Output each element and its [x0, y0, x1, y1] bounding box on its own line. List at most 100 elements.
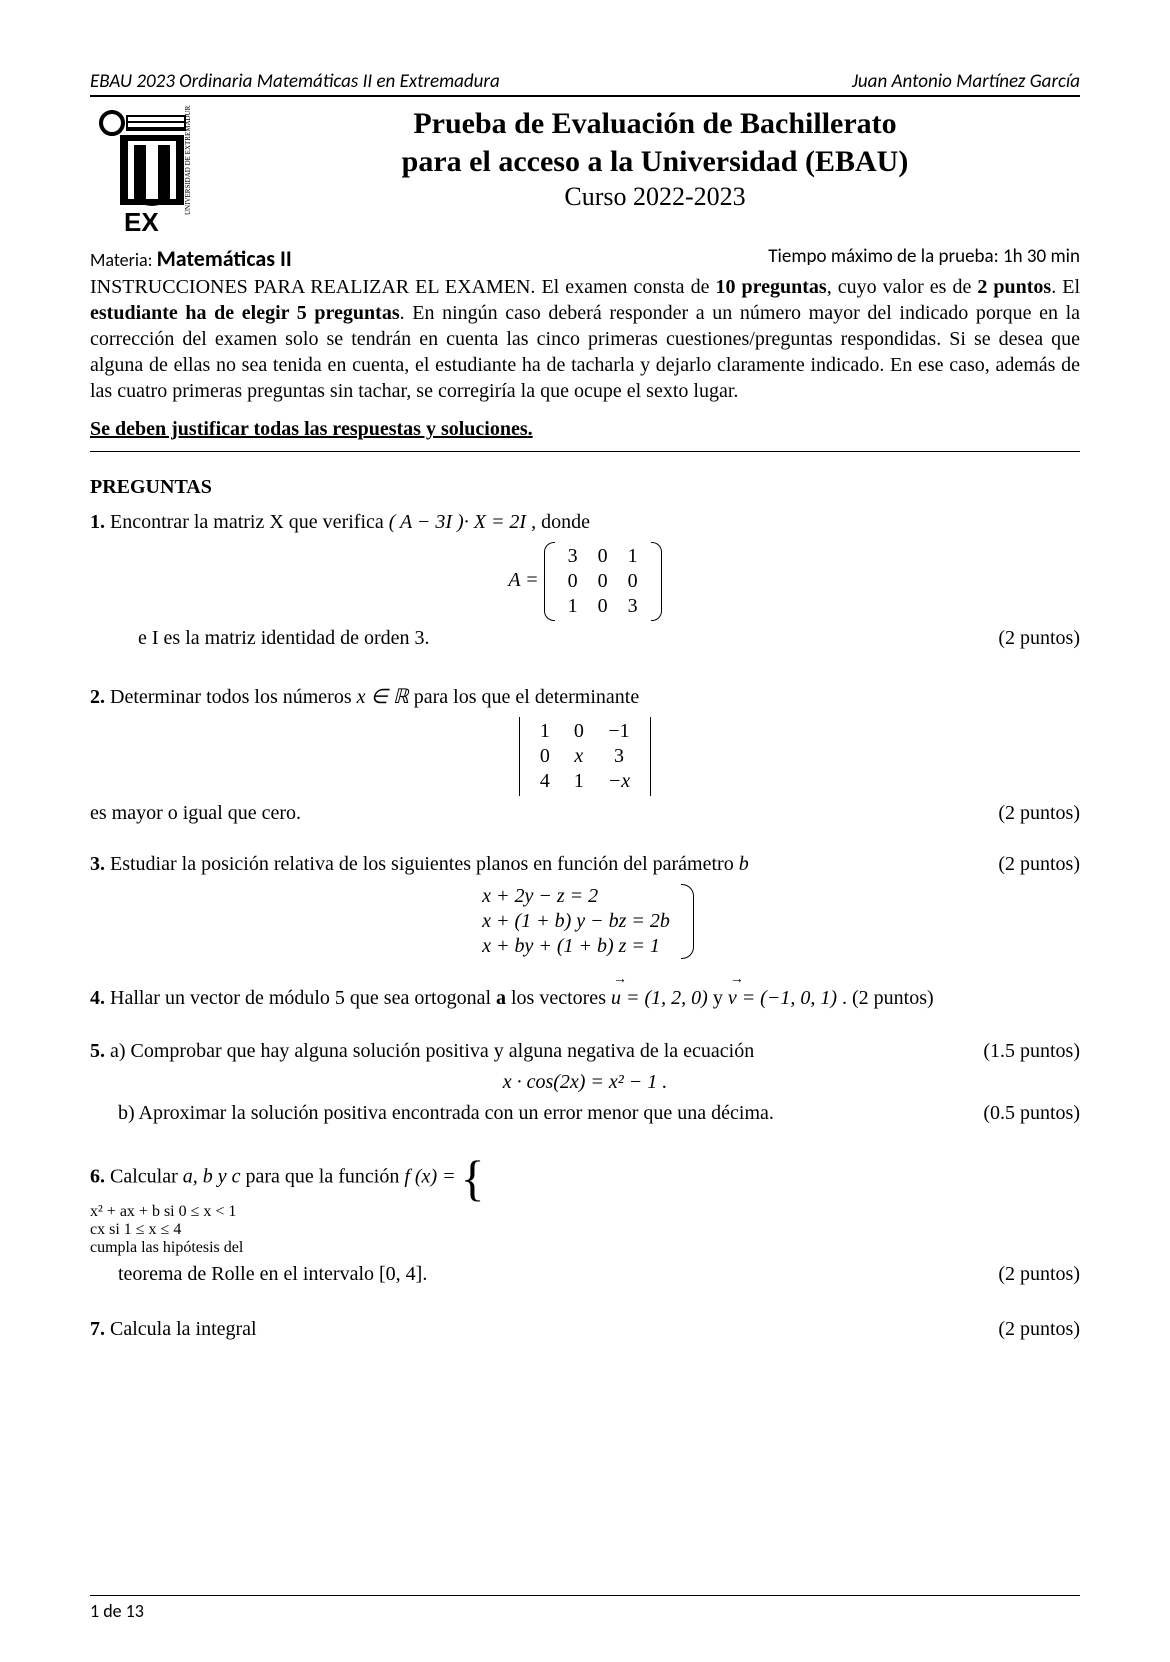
q1-A-label: A =	[508, 569, 538, 591]
q1-text-b: , donde	[526, 511, 590, 533]
m-cell: 3	[618, 594, 648, 619]
sys-row: x + (1 + b) y − bz = 2b	[476, 909, 676, 934]
q5-a-label: a) Comprobar que hay alguna solución pos…	[105, 1040, 754, 1062]
question-1: 1. Encontrar la matriz X que verifica ( …	[90, 509, 1080, 536]
instr-m2: . El	[1051, 276, 1080, 298]
q6-points: (2 puntos)	[968, 1263, 1080, 1286]
q3-system: x + 2y − z = 2 x + (1 + b) y − bz = 2b x…	[90, 884, 1080, 959]
question-4: 4. Hallar un vector de módulo 5 que sea …	[90, 985, 1080, 1012]
d-cell: 1	[528, 719, 562, 744]
instr-b1: 10 preguntas	[715, 276, 826, 298]
question-5b: b) Aproximar la solución positiva encont…	[90, 1100, 1080, 1127]
meta-row: Materia: Matemáticas II Tiempo máximo de…	[90, 245, 1080, 272]
q5-num: 5.	[90, 1040, 105, 1062]
q6-text-b: para que la función	[241, 1166, 405, 1188]
justify-text: Se deben justificar todas las respuestas…	[90, 418, 528, 440]
q4-and: y	[708, 987, 728, 1009]
materia: Materia: Matemáticas II	[90, 245, 292, 272]
q2-text-c: es mayor o igual que cero.	[90, 802, 968, 825]
instr-lead: INSTRUCCIONES PARA REALIZAR EL EXAMEN. E…	[90, 276, 715, 298]
m-cell: 0	[588, 569, 618, 594]
instr-b3: estudiante ha de elegir 5 preguntas	[90, 302, 400, 324]
svg-text:UNIVERSIDAD DE EXTREMADURA: UNIVERSIDAD DE EXTREMADURA	[184, 105, 192, 215]
sys-row: x + by + (1 + b) z = 1	[476, 934, 676, 959]
q2-text-b: para los que el determinante	[409, 686, 639, 708]
q5-b-label: b) Aproximar la solución positiva encont…	[118, 1100, 953, 1127]
brace-left-icon: {	[461, 1153, 485, 1203]
q1-points: (2 puntos)	[968, 627, 1080, 650]
q7-points: (2 puntos)	[968, 1316, 1080, 1343]
q3-text: Estudiar la posición relativa de los sig…	[105, 853, 739, 875]
materia-value: Matemáticas II	[157, 245, 292, 272]
m-cell: 0	[558, 569, 588, 594]
question-7: 7. Calcula la integral (2 puntos)	[90, 1316, 1080, 1343]
m-cell: 0	[588, 544, 618, 569]
title-line2: para el acceso a la Universidad (EBAU)	[230, 143, 1080, 181]
running-header: EBAU 2023 Ordinaria Matemáticas II en Ex…	[90, 70, 1080, 97]
q6-num: 6.	[90, 1166, 105, 1188]
q2-det: 10−1 0x3 41−x	[90, 717, 1080, 796]
d-cell: 0	[528, 744, 562, 769]
d-cell: −x	[608, 770, 630, 792]
question-3: 3. Estudiar la posición relativa de los …	[90, 851, 1080, 878]
q1-matrix: A = 301 000 103	[90, 542, 1080, 621]
q5-eq-text: x · cos(2x) = x² − 1 .	[503, 1071, 668, 1093]
q6-text-a: Calcular	[105, 1166, 183, 1188]
q6-text-c: cumpla las hipótesis del	[90, 1239, 243, 1256]
q7-text: Calcula la integral	[105, 1318, 257, 1340]
sys-row: x + 2y − z = 2	[476, 884, 676, 909]
m-cell: 0	[618, 569, 648, 594]
page-number: 1 de 13	[90, 1600, 144, 1622]
determinant: 10−1 0x3 41−x	[519, 717, 651, 796]
q1-num: 1.	[90, 511, 105, 533]
case-row: x² + ax + b si 0 ≤ x < 1	[90, 1203, 1080, 1221]
q3-param: b	[739, 853, 749, 875]
q4-tail: . (2 puntos)	[837, 987, 934, 1009]
matrix-A: 301 000 103	[544, 542, 662, 621]
d-cell: 3	[596, 744, 642, 769]
instr-b2: 2 puntos	[977, 276, 1051, 298]
q2-xr: x ∈ ℝ	[357, 686, 409, 708]
question-6: 6. Calcular a, b y c para que la función…	[90, 1153, 1080, 1203]
q6-tail: teorema de Rolle en el intervalo [0, 4].…	[90, 1263, 1080, 1286]
justify-rule: Se deben justificar todas las respuestas…	[90, 418, 1080, 452]
q4-text-a: Hallar un vector de módulo 5 que sea ort…	[105, 987, 496, 1009]
d-cell: x	[574, 745, 583, 767]
m-cell: 1	[618, 544, 648, 569]
d-cell: 1	[562, 769, 596, 794]
q6-fx: f (x) =	[404, 1166, 455, 1188]
q2-text-a: Determinar todos los números	[105, 686, 357, 708]
materia-label: Materia:	[90, 249, 157, 271]
q1-eq-inline: ( A − 3I )· X = 2I	[389, 511, 526, 533]
instructions: INSTRUCCIONES PARA REALIZAR EL EXAMEN. E…	[90, 274, 1080, 404]
q5-b-points: (0.5 puntos)	[953, 1100, 1080, 1127]
q1-text-a: Encontrar la matriz X que verifica	[105, 511, 389, 533]
system-brace: x + 2y − z = 2 x + (1 + b) y − bz = 2b x…	[476, 884, 694, 959]
title-text: Prueba de Evaluación de Bachillerato par…	[230, 105, 1080, 212]
m-cell: 1	[558, 594, 588, 619]
q5-eq: x · cos(2x) = x² − 1 .	[90, 1071, 1080, 1094]
q4-num: 4.	[90, 987, 105, 1009]
q4-v: v = (−1, 0, 1)	[728, 987, 837, 1009]
q7-num: 7.	[90, 1318, 105, 1340]
q1-text-c: e I es la matriz identidad de orden 3.	[138, 627, 968, 650]
question-5a: 5. a) Comprobar que hay alguna solución …	[90, 1038, 1080, 1065]
d-cell: −1	[596, 719, 642, 744]
q5-a-points: (1.5 puntos)	[953, 1038, 1080, 1065]
svg-text:EX: EX	[124, 207, 159, 235]
q3-num: 3.	[90, 853, 105, 875]
q6-text-d: teorema de Rolle en el intervalo [0, 4].	[118, 1263, 968, 1286]
q1-tail: e I es la matriz identidad de orden 3. (…	[90, 627, 1080, 650]
instr-m1: , cuyo valor es de	[827, 276, 978, 298]
m-cell: 3	[558, 544, 588, 569]
title-line1: Prueba de Evaluación de Bachillerato	[230, 105, 1080, 143]
q3-points: (2 puntos)	[968, 851, 1080, 878]
title-line3: Curso 2022-2023	[230, 182, 1080, 212]
page-footer: 1 de 13	[90, 1595, 1080, 1622]
m-cell: 0	[588, 594, 618, 619]
q6-vars: a, b y c	[183, 1166, 241, 1188]
q2-tail: es mayor o igual que cero. (2 puntos)	[90, 802, 1080, 825]
section-title: PREGUNTAS	[90, 476, 1080, 499]
tiempo: Tiempo máximo de la prueba: 1h 30 min	[768, 245, 1080, 272]
title-block: EX UNIVERSIDAD DE EXTREMADURA Prueba de …	[90, 105, 1080, 235]
